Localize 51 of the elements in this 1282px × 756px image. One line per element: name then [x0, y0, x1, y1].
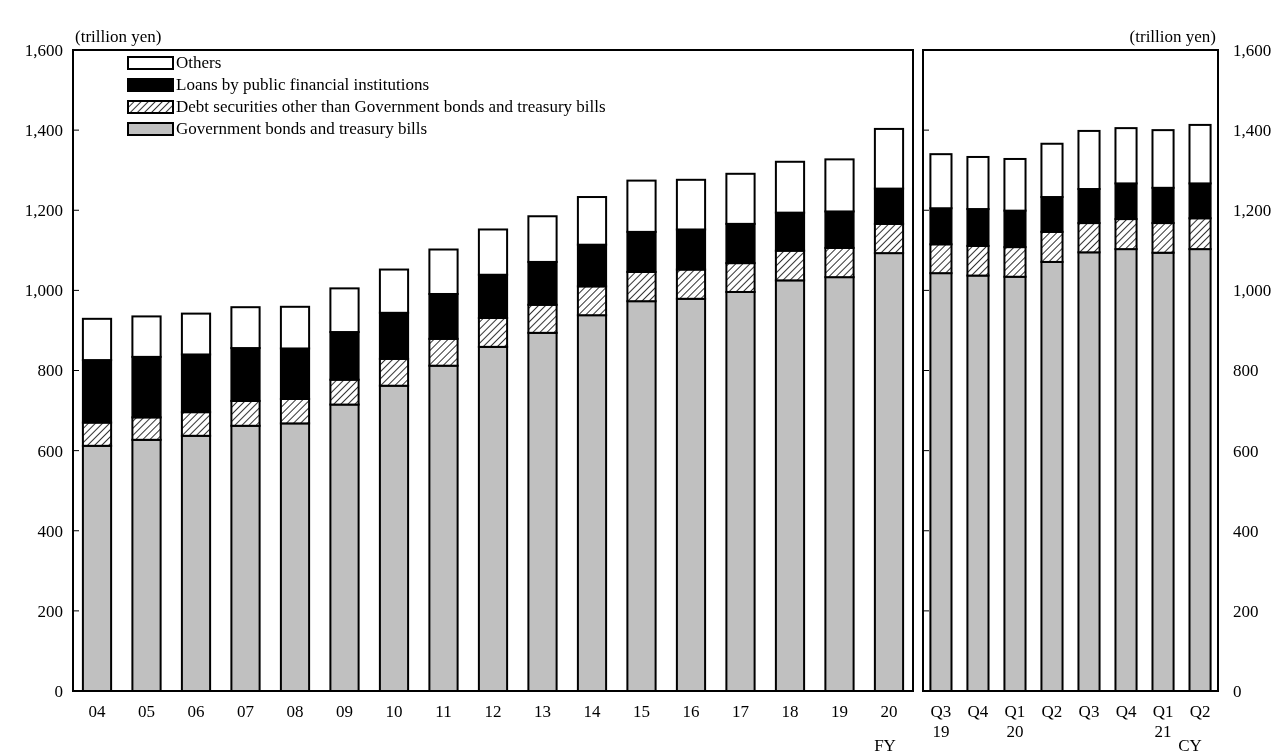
x-tick-label: 19: [830, 702, 848, 721]
y-tick-label: 0: [54, 681, 63, 701]
x-tick-label: Q4: [967, 702, 989, 721]
x-tick-label: 06: [187, 702, 205, 721]
x-tick-label: 20: [880, 702, 898, 721]
x-tick-label: Q1 21: [1152, 702, 1174, 741]
y2-tick-label: 600: [1233, 441, 1259, 461]
x-tick-label: 11: [435, 702, 452, 721]
x-tick-label: 18: [781, 702, 799, 721]
x-tick-label: 15: [633, 702, 650, 721]
y2-tick-label: 1,600: [1233, 40, 1272, 60]
y2-tick-label: 400: [1233, 521, 1259, 541]
x-tick-label: Q2: [1189, 702, 1211, 721]
x-tick-label: 04: [88, 702, 107, 721]
y-tick-label: 1,400: [24, 121, 63, 141]
x-tick-label: Q3 19: [930, 702, 952, 741]
y2-tick-label: 800: [1233, 361, 1259, 381]
y2-tick-label: 0: [1233, 681, 1242, 701]
x-tick-label: 10: [385, 702, 403, 721]
x-tick-label: 13: [534, 702, 551, 721]
y-axis-title: (trillion yen): [75, 27, 162, 46]
y-tick-label: 800: [37, 361, 63, 381]
x-tick-label: 12: [484, 702, 502, 721]
x-tick-label: Q1 20: [1004, 702, 1026, 741]
x-tick-label: Q4: [1115, 702, 1137, 721]
legend-label: Debt securities other than Government bonds and treasury bills: [176, 97, 606, 116]
x-tick-label: 09: [336, 702, 353, 721]
y2-tick-label: 1,200: [1233, 201, 1272, 221]
x-tick-label: 16: [682, 702, 700, 721]
x-tick-label: 17: [732, 702, 750, 721]
y2-tick-label: 200: [1233, 601, 1259, 621]
x-tick-label: 08: [286, 702, 304, 721]
y2-tick-label: 1,400: [1233, 121, 1272, 141]
x-tick-label: 05: [138, 702, 156, 721]
y-tick-label: 400: [37, 521, 63, 541]
legend-label: Loans by public financial institutions: [176, 75, 430, 94]
y2-axis-title: (trillion yen): [1129, 27, 1216, 46]
legend-label: Government bonds and treasury bills: [176, 119, 428, 138]
x-tick-label: 07: [237, 702, 255, 721]
y-tick-label: 600: [37, 441, 63, 461]
legend-label: Others: [176, 53, 222, 72]
y-tick-label: 1,200: [24, 201, 63, 221]
y-tick-label: 200: [37, 601, 63, 621]
x-tick-label: Q2: [1041, 702, 1063, 721]
y-tick-label: 1,000: [24, 281, 63, 301]
x-axis-title: FY: [874, 736, 896, 755]
y2-tick-label: 1,000: [1233, 281, 1272, 301]
x-axis-title: CY: [1178, 736, 1202, 755]
y-tick-label: 1,600: [24, 40, 63, 60]
x-tick-label: 14: [583, 702, 601, 721]
x-tick-label: Q3: [1078, 702, 1100, 721]
